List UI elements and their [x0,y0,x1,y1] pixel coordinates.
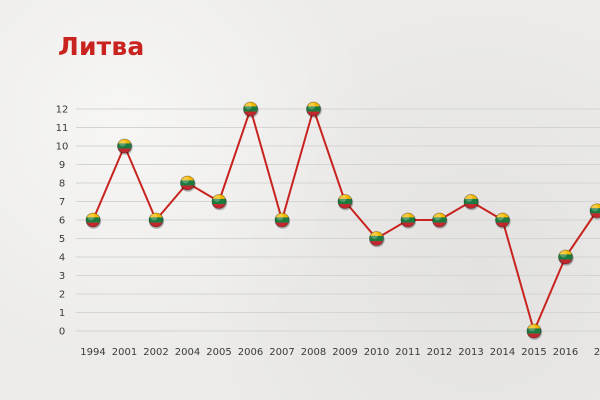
y-tick-label: 10 [56,142,69,153]
x-tick-label: 2010 [364,347,389,358]
x-tick-label: 2002 [143,347,168,358]
y-tick-label: 8 [59,179,65,190]
data-point-flag-icon [337,194,354,211]
x-tick-label: 2011 [395,347,420,358]
data-point-flag-icon [495,212,511,229]
y-tick-label: 3 [59,271,65,282]
data-point-flag-icon [463,194,480,211]
x-tick-label: 2004 [175,347,200,358]
x-tick-label: 2007 [269,347,294,358]
series-markers [85,101,600,340]
data-point-flag-icon [243,101,259,118]
x-tick-label: 2014 [490,347,515,358]
data-point-flag-icon [400,212,417,229]
x-tick-label: 2016 [553,347,578,358]
y-tick-label: 2 [59,290,65,301]
x-tick-label: 2015 [521,347,546,358]
x-tick-label: 2012 [427,347,452,358]
data-point-flag-icon [369,231,385,248]
chart-title: Литва [58,32,145,61]
y-tick-label: 4 [59,253,65,264]
x-tick-label: 2005 [206,347,231,358]
data-point-flag-icon [432,212,448,229]
data-point-flag-icon [306,101,322,118]
data-point-flag-icon [180,175,196,192]
x-tick-label: 2001 [112,347,137,358]
data-point-flag-icon [211,194,228,211]
data-point-flag-icon [117,138,133,155]
y-tick-label: 5 [59,234,65,245]
y-tick-label: 12 [56,105,69,116]
data-point-flag-icon [558,249,574,266]
data-point-flag-icon [589,203,600,220]
data-point-flag-icon [526,323,543,340]
x-tick-label: 2009 [332,347,357,358]
data-point-flag-icon [85,212,102,229]
y-tick-label: 0 [59,327,65,338]
y-tick-label: 9 [59,160,65,171]
y-tick-label: 6 [59,216,65,227]
y-tick-label: 1 [59,308,65,319]
y-tick-label: 7 [59,197,65,208]
x-tick-label: 1994 [80,347,105,358]
y-tick-label: 11 [56,123,69,134]
x-tick-label: 2013 [458,347,483,358]
data-point-flag-icon [274,212,291,229]
x-tick-label: 2 [594,347,600,358]
x-tick-label: 2006 [238,347,263,358]
x-axis-ticks: 1994 2001 2002 2004 2005 2006 2007 2008 2009 2010… [80,347,600,358]
data-point-flag-icon [148,212,165,229]
x-tick-label: 2008 [301,347,326,358]
